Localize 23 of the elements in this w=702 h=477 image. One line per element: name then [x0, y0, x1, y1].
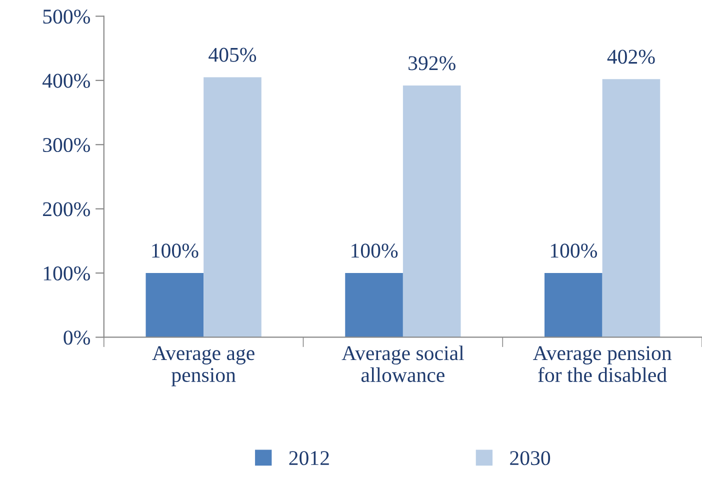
y-tick-label: 100%: [44, 266, 90, 281]
data-label: 100%: [152, 244, 198, 258]
bar: [146, 273, 204, 338]
bar: [402, 86, 461, 338]
data-label: 392%: [408, 56, 456, 70]
legend-label: 2012: [289, 451, 329, 466]
y-tick-label: 200%: [43, 202, 90, 216]
data-label: 100%: [550, 244, 597, 258]
y-tick-label: 0%: [64, 330, 90, 345]
bar: [602, 79, 660, 338]
data-label: 405%: [208, 48, 256, 62]
y-tick-label: 300%: [43, 138, 90, 152]
bar: [345, 273, 403, 338]
x-tick-label: Average pension for the disabled: [533, 346, 672, 382]
x-tick-label: Average social allowance: [342, 346, 464, 382]
bar: [544, 273, 602, 338]
data-label: 402%: [607, 50, 655, 64]
bar: [204, 77, 262, 338]
legend-label: 2030: [510, 451, 550, 466]
x-tick-label: Average age pension: [152, 346, 254, 386]
y-tick-label: 500%: [43, 10, 90, 24]
y-tick-label: 400%: [42, 74, 90, 88]
data-label: 100%: [352, 244, 398, 258]
